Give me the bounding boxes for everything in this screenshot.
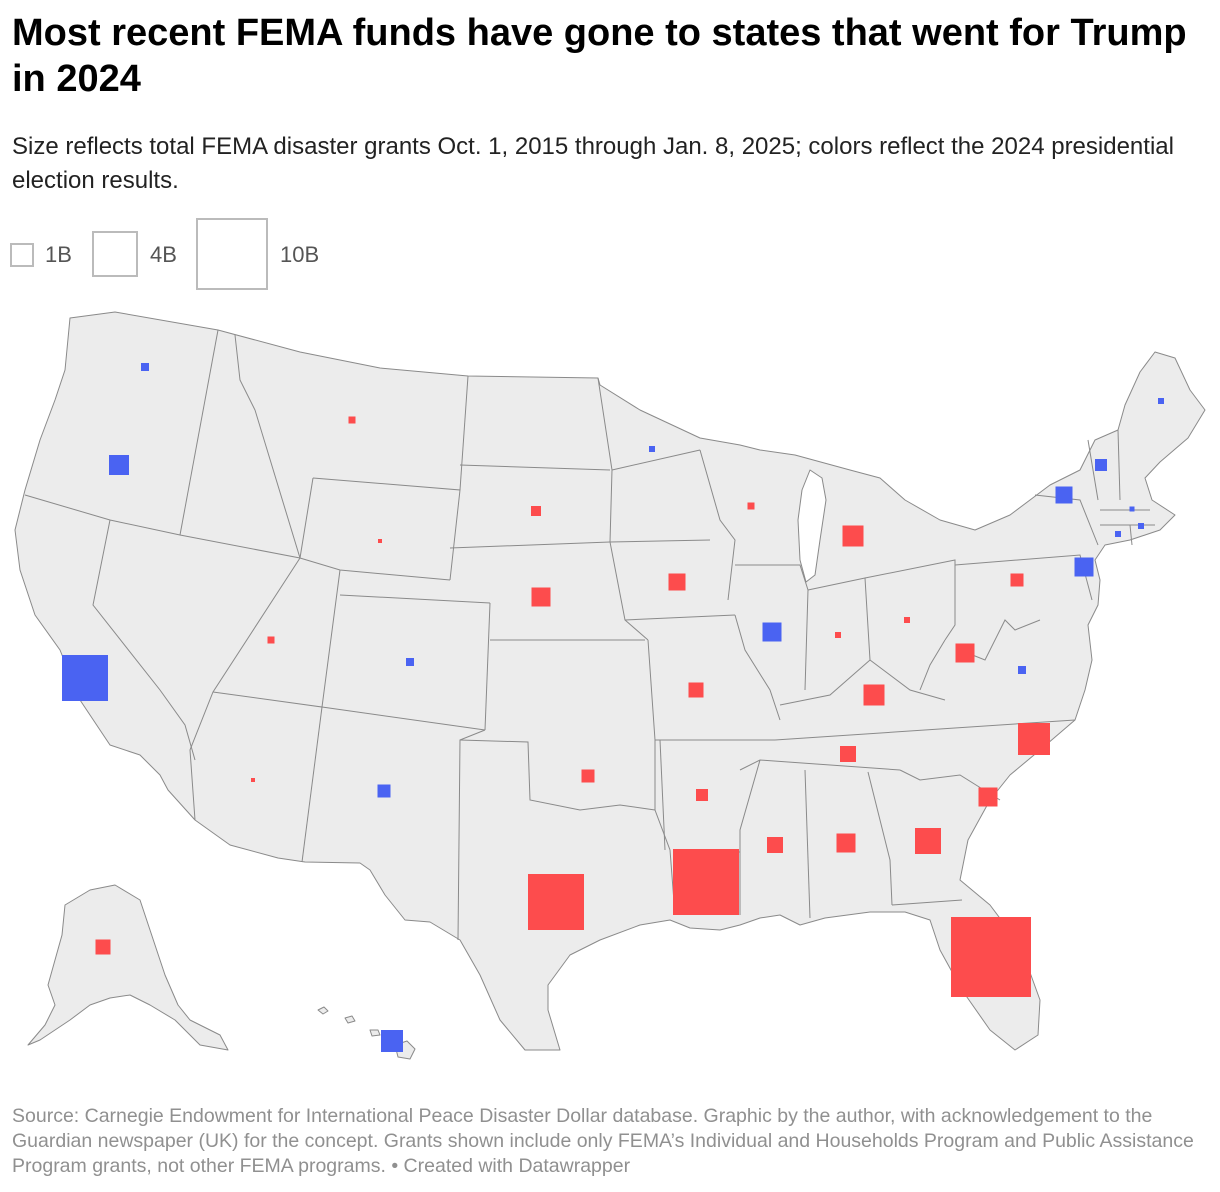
state-border [179,329,219,536]
state-symbol-tx[interactable] [528,874,584,930]
state-border [189,557,301,821]
legend-swatch-1b [10,243,34,267]
hawaii-island-1 [317,1006,329,1015]
state-border [299,557,451,581]
state-border [1034,494,1099,546]
state-symbol-nc[interactable] [1018,723,1050,755]
state-symbol-wy[interactable] [378,539,382,543]
source-note: Source: Carnegie Endowment for Internati… [12,1105,1194,1177]
state-border [864,559,956,641]
state-border [954,554,1093,601]
state-symbol-ca[interactable] [62,655,108,701]
state-symbol-la[interactable] [673,849,739,915]
chart-title: Most recent FEMA funds have gone to stat… [12,12,1187,100]
state-symbol-mo[interactable] [688,682,704,698]
state-symbol-oh[interactable] [904,617,910,623]
hawaii-island-2 [344,1015,356,1024]
state-symbol-pa[interactable] [1010,573,1024,587]
state-symbol-wi[interactable] [747,502,755,510]
state-border [624,614,736,621]
us-map [14,311,1206,1060]
state-borders [24,329,1155,941]
state-border [459,375,469,491]
state-border [459,739,656,811]
alaska-outline [27,884,229,1051]
state-symbol-ri[interactable] [1138,523,1144,529]
legend-label-4b: 4B [150,242,177,267]
map-land [14,311,1206,1060]
state-symbol-mi[interactable] [842,525,864,547]
state-symbol-nm[interactable] [377,784,391,798]
state-symbol-hi[interactable] [381,1030,403,1052]
state-symbol-tn[interactable] [840,746,856,762]
state-symbol-ok[interactable] [581,769,595,783]
state-border [321,706,486,731]
state-symbol-sc[interactable] [978,787,998,807]
state-border [339,594,491,604]
state-symbol-me[interactable] [1158,398,1164,404]
state-border [24,494,301,559]
grant-symbols [62,363,1164,1052]
state-border [234,334,301,559]
legend-swatch-10b [196,218,268,290]
state-border [484,602,491,731]
state-border [659,739,666,851]
state-border [299,477,314,559]
state-symbol-sd[interactable] [531,506,541,516]
state-symbol-fl[interactable] [951,917,1031,997]
state-symbol-nj[interactable] [1074,557,1094,577]
state-symbol-ia[interactable] [668,573,686,591]
state-symbol-mt[interactable] [348,416,356,424]
state-border [891,899,963,906]
state-border [611,449,701,471]
state-symbol-ms[interactable] [767,837,783,853]
state-symbol-va[interactable] [1018,666,1026,674]
state-border [734,614,781,721]
state-border [919,639,946,691]
state-border [1117,429,1121,501]
chart-subtitle: Size reflects total FEMA disaster grants… [12,133,1174,194]
state-border [779,659,946,706]
legend-label-1b: 1B [45,242,72,267]
state-symbol-az[interactable] [251,778,255,782]
state-border [459,464,611,471]
state-border [609,539,711,543]
state-border [735,564,809,691]
state-symbol-ma[interactable] [1129,506,1135,512]
state-symbol-ne[interactable] [531,587,551,607]
state-symbol-ar[interactable] [696,789,708,801]
lake-michigan [797,469,827,583]
legend-label-10b: 10B [280,242,320,267]
state-border [699,449,736,601]
state-border [959,619,1041,661]
state-border [647,639,676,916]
state-border [739,759,761,915]
state-symbol-ny[interactable] [1055,486,1073,504]
state-border [1087,439,1099,501]
state-symbol-co[interactable] [406,658,414,666]
state-symbol-ct[interactable] [1115,531,1121,537]
state-border [92,519,196,761]
hawaii-island-3 [369,1029,381,1037]
state-border [867,771,893,906]
state-symbol-ga[interactable] [915,828,941,854]
state-symbol-ut[interactable] [267,636,275,644]
size-legend: 1B 4B 10B [0,210,400,300]
state-symbol-il[interactable] [762,622,782,642]
state-border [301,706,323,863]
state-symbol-mn[interactable] [649,446,655,452]
state-border [449,541,611,549]
legend-swatch-4b [92,231,138,277]
state-border [1129,524,1133,546]
state-symbol-ky[interactable] [863,684,885,706]
state-symbol-in[interactable] [835,632,841,638]
state-symbol-vt[interactable] [1095,459,1107,471]
state-border [804,769,811,919]
state-symbol-or[interactable] [109,455,129,475]
state-symbol-wa[interactable] [141,363,149,371]
state-symbol-wv[interactable] [955,643,975,663]
state-symbol-al[interactable] [836,833,856,853]
state-symbol-ak[interactable] [95,939,111,955]
